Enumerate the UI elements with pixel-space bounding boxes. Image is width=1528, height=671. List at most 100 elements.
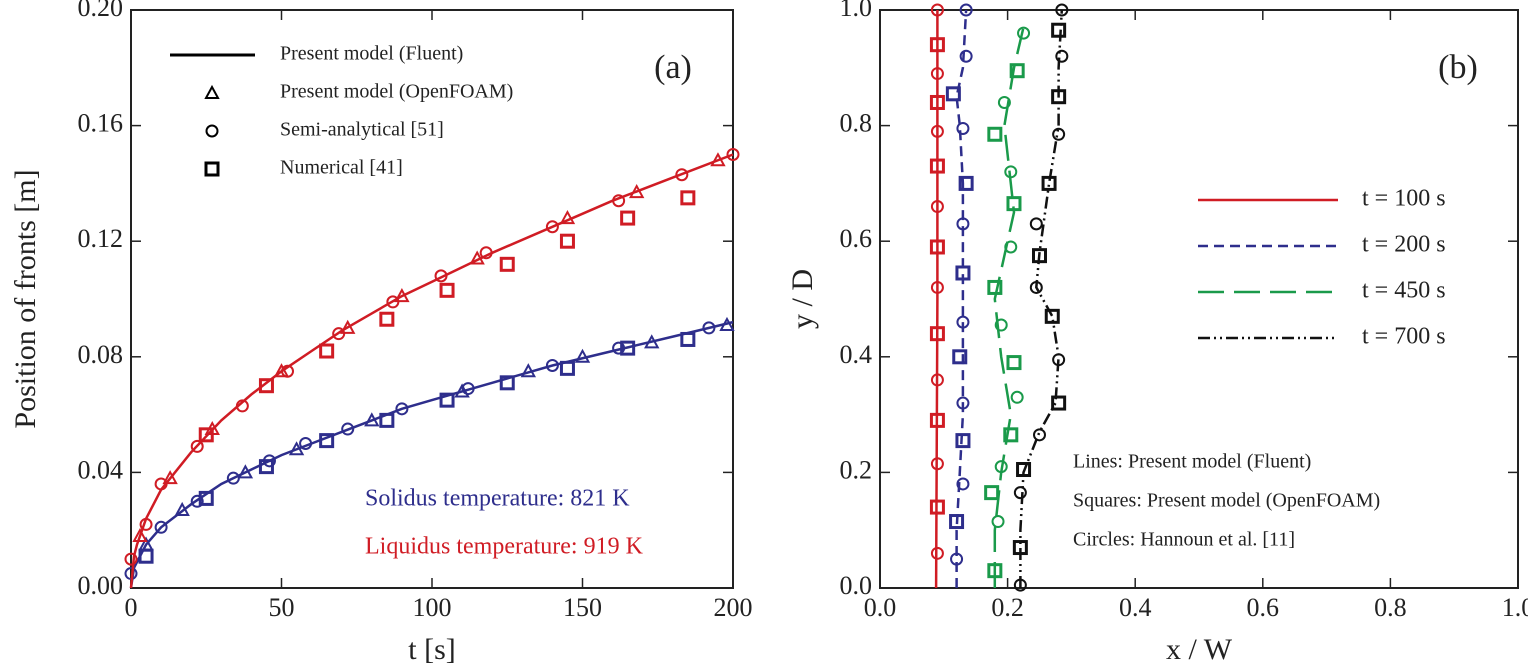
legend-marker: [204, 84, 220, 99]
panel-label: (b): [1438, 49, 1478, 86]
circle-marker: [930, 546, 944, 560]
circle-marker: [1004, 240, 1018, 254]
square-marker: [198, 427, 214, 443]
square-marker: [929, 158, 945, 174]
square-marker: [987, 279, 1003, 295]
circle-marker: [226, 471, 240, 485]
y-tick-label: 0.6: [840, 224, 873, 253]
series-line: [129, 153, 734, 589]
y-tick-label: 0.00: [78, 571, 124, 600]
circle-marker: [1029, 217, 1043, 231]
triangle-marker: [340, 319, 356, 334]
circle-marker: [395, 402, 409, 416]
legend-label: t = 100 s: [1362, 186, 1446, 212]
triangle-marker: [237, 464, 254, 479]
circle-marker: [332, 327, 346, 341]
square-marker: [258, 459, 274, 475]
x-axis-label: t [s]: [408, 633, 456, 666]
x-tick-label: 0.6: [1247, 593, 1280, 622]
triangle-marker: [520, 363, 537, 378]
x-axis-label: x / W: [1166, 633, 1233, 666]
circle-marker: [956, 217, 970, 231]
triangle-marker: [719, 316, 735, 332]
series-line: [934, 10, 939, 589]
circle-marker: [930, 124, 944, 138]
square-marker: [1051, 22, 1067, 38]
triangle-marker: [273, 363, 290, 378]
legend-label: t = 200 s: [1362, 232, 1446, 258]
panel-label: (a): [654, 49, 692, 86]
square-marker: [955, 265, 971, 281]
x-tick-label: 0.8: [1374, 593, 1407, 622]
circle-marker: [702, 321, 716, 335]
legend-label: Semi-analytical [51]: [280, 119, 444, 141]
series-line: [993, 27, 1025, 588]
square-marker: [559, 360, 575, 376]
circle-marker: [930, 457, 944, 471]
circle-marker: [235, 399, 249, 413]
x-tick-label: 0.2: [991, 593, 1024, 622]
note: Circles: Hannoun et al. [11]: [1073, 529, 1295, 551]
circle-marker: [994, 318, 1008, 332]
circle-marker: [461, 382, 475, 396]
circle-marker: [1013, 486, 1027, 500]
y-tick-label: 0.16: [78, 109, 124, 138]
circle-marker: [1055, 3, 1069, 17]
circle-marker: [434, 269, 448, 283]
circle-marker: [1004, 165, 1018, 179]
x-tick-label: 0.4: [1119, 593, 1152, 622]
x-tick-label: 50: [269, 593, 295, 622]
circle-marker: [994, 460, 1008, 474]
front-annotation: Solidus temperature: 821 K: [365, 486, 630, 512]
square-marker: [559, 233, 575, 249]
square-marker: [680, 331, 696, 347]
circle-marker: [545, 358, 559, 372]
triangle-marker: [644, 334, 660, 349]
square-marker: [258, 378, 274, 394]
square-marker: [952, 349, 968, 365]
square-marker: [958, 175, 974, 191]
square-marker: [929, 412, 945, 428]
square-marker: [1041, 175, 1057, 191]
square-marker: [138, 548, 154, 564]
y-tick-label: 0.04: [78, 455, 124, 484]
front-annotation: Liquidus temperature: 919 K: [365, 534, 644, 560]
square-marker: [198, 490, 214, 506]
circle-marker: [1055, 49, 1069, 63]
x-tick-label: 150: [563, 593, 602, 622]
circle-marker: [154, 520, 168, 534]
legend-marker: [205, 124, 219, 138]
y-tick-label: 0.12: [78, 224, 124, 253]
y-tick-label: 0.08: [78, 340, 124, 369]
square-marker: [1006, 196, 1022, 212]
square-marker: [319, 433, 335, 449]
circle-marker: [956, 477, 970, 491]
square-marker: [929, 37, 945, 53]
square-marker: [987, 563, 1003, 579]
x-tick-label: 0: [125, 593, 138, 622]
triangle-marker: [162, 470, 178, 485]
y-axis-label: Position of fronts [m]: [9, 169, 42, 428]
triangle-marker: [574, 348, 591, 363]
circle-marker: [959, 49, 973, 63]
legend-marker: [204, 161, 220, 177]
square-marker: [1016, 462, 1032, 478]
triangle-marker: [288, 441, 305, 456]
circle-marker: [545, 220, 559, 234]
note: Squares: Present model (OpenFOAM): [1073, 490, 1380, 512]
circle-marker: [190, 439, 204, 453]
circle-marker: [930, 280, 944, 294]
circle-marker: [124, 552, 138, 566]
square-marker: [1044, 308, 1060, 324]
circle-marker: [299, 437, 313, 450]
note: Lines: Present model (Fluent): [1073, 451, 1311, 473]
triangle-marker: [559, 209, 576, 225]
x-tick-label: 100: [413, 593, 452, 622]
square-marker: [439, 392, 455, 408]
square-marker: [945, 86, 961, 102]
legend-label: Numerical [41]: [280, 157, 403, 179]
y-tick-label: 1.0: [840, 0, 873, 22]
square-marker: [1051, 89, 1067, 105]
triangle-marker: [469, 250, 485, 265]
